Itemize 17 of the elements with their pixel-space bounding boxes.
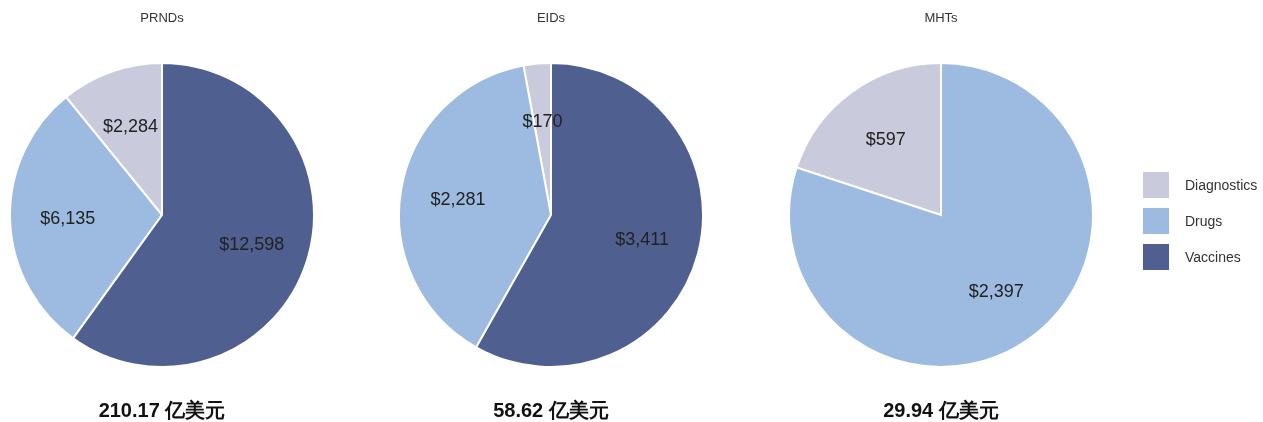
data-label: $2,397 bbox=[968, 281, 1024, 302]
data-label: $12,598 bbox=[219, 233, 285, 254]
legend-label: Vaccines bbox=[1185, 249, 1241, 265]
legend-label: Drugs bbox=[1185, 213, 1223, 229]
data-label: $170 bbox=[522, 111, 563, 132]
text: 210.17 亿美元 bbox=[98, 399, 226, 421]
data-label: $2,284 bbox=[102, 116, 158, 137]
data-label: $6,135 bbox=[40, 207, 96, 228]
text: 58.62 亿美元 bbox=[493, 399, 609, 421]
text: 29.94 亿美元 bbox=[883, 399, 999, 421]
data-label: $3,411 bbox=[615, 228, 669, 249]
chart-title: MHTs bbox=[924, 10, 959, 25]
chart-title: EIDs bbox=[536, 10, 566, 25]
data-label: $597 bbox=[865, 128, 906, 149]
data-label: $2,281 bbox=[430, 189, 486, 210]
legend-label: Diagnostics bbox=[1185, 177, 1258, 193]
chart-title: PRNDs bbox=[140, 10, 185, 25]
